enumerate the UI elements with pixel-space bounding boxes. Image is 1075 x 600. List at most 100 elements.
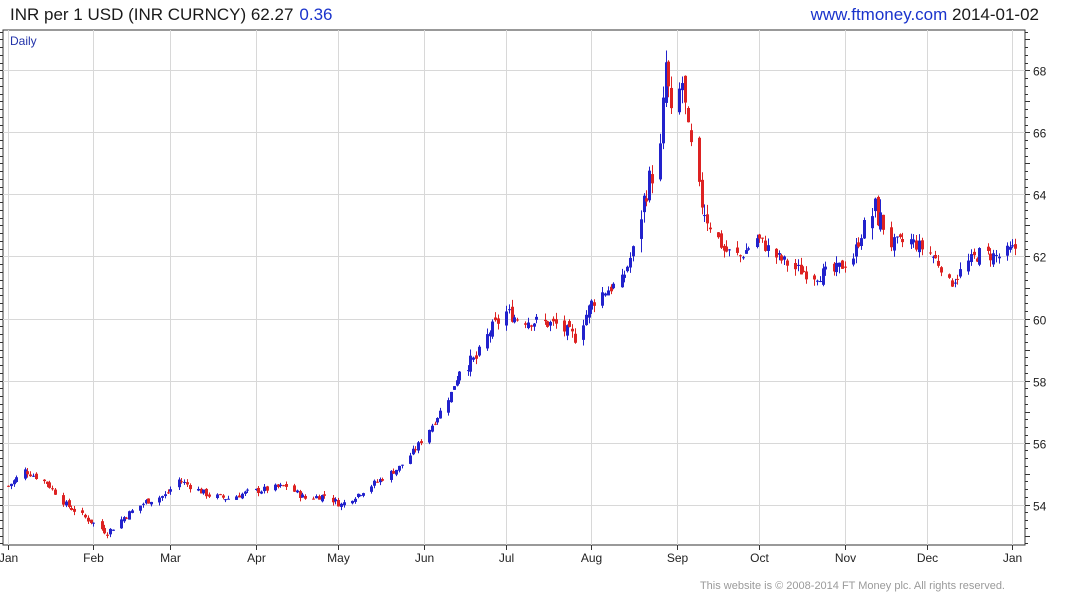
candle-body <box>428 429 431 443</box>
candle-body <box>456 380 459 386</box>
candle-body <box>893 237 896 251</box>
candle-body <box>640 219 643 239</box>
candle-body <box>161 496 164 498</box>
candle-body <box>535 316 538 320</box>
candle-body <box>742 257 745 259</box>
candle-body <box>585 314 588 326</box>
candle-body <box>527 322 530 329</box>
candle-body <box>678 88 681 113</box>
copyright-notice: This website is © 2008-2014 FT Money plc… <box>699 580 1005 592</box>
candle-body <box>516 319 519 321</box>
candle-body <box>544 319 547 322</box>
candle-body <box>684 75 687 103</box>
candle-body <box>412 448 415 455</box>
candle-body <box>670 87 673 109</box>
candle-body <box>662 97 665 144</box>
candle-body <box>241 493 244 499</box>
candle-body <box>81 510 84 513</box>
candle-body <box>665 62 668 103</box>
candle-body <box>216 494 219 499</box>
candle-body <box>246 489 249 491</box>
candle-body <box>125 517 128 519</box>
candle-body <box>357 493 360 498</box>
candle-body <box>84 514 87 518</box>
candle-body <box>51 488 54 490</box>
candle-body <box>728 249 731 251</box>
candle-body <box>123 517 126 522</box>
candle-body <box>987 246 990 251</box>
candle-body <box>219 494 222 496</box>
candle-body <box>359 495 362 497</box>
candle-body <box>414 449 417 451</box>
candle-body <box>648 170 651 201</box>
candle-body <box>632 246 635 257</box>
candle-body <box>786 260 789 266</box>
candle-body <box>995 254 998 256</box>
site-link[interactable]: www.ftmoney.com <box>810 5 948 24</box>
candle-body <box>970 254 973 263</box>
candle-body <box>158 497 161 503</box>
candle-body <box>315 496 318 499</box>
x-tick-label: Oct <box>750 551 769 565</box>
candle-body <box>351 500 354 504</box>
candle-body <box>758 234 761 239</box>
candle-body <box>824 266 827 270</box>
candle-body <box>976 258 979 262</box>
x-tick-label: May <box>327 551 350 565</box>
candle-body <box>255 488 258 490</box>
candle-body <box>720 233 723 248</box>
candle-body <box>896 236 899 238</box>
candle-body <box>593 302 596 306</box>
candle-body <box>973 251 976 256</box>
candle-body <box>621 274 624 288</box>
candle-body <box>524 323 527 325</box>
candle-body <box>921 240 924 250</box>
candle-body <box>120 519 123 529</box>
price-change: 0.36 <box>299 5 333 24</box>
candle-body <box>337 499 340 507</box>
candle-body <box>373 480 376 486</box>
chart-header: INR per 1 USD (INR CURNCY) 62.27 0.36 www… <box>0 0 1075 30</box>
candle-body <box>816 280 819 282</box>
x-tick-label: Jul <box>499 551 514 565</box>
candle-body <box>860 238 863 246</box>
candle-body <box>778 253 781 255</box>
candle-body <box>183 481 186 483</box>
candle-body <box>106 534 109 536</box>
candle-body <box>131 510 134 513</box>
candle-body <box>409 455 412 464</box>
candle-body <box>835 262 838 273</box>
candle-body <box>478 346 481 356</box>
candle-body <box>401 464 404 466</box>
y-tick-label: 68 <box>1033 65 1047 79</box>
candle-body <box>645 198 648 202</box>
candle-body <box>417 442 420 451</box>
candle-body <box>932 256 935 258</box>
candle-body <box>761 237 764 239</box>
candle-body <box>563 320 566 332</box>
candle-body <box>802 270 805 273</box>
candle-body <box>877 196 880 226</box>
plot-frame <box>2 29 1026 546</box>
candle-body <box>736 247 739 253</box>
candle-body <box>147 498 150 504</box>
candle-body <box>395 469 398 475</box>
candle-body <box>1009 246 1012 250</box>
candle-body <box>747 248 750 250</box>
candle-body <box>189 485 192 490</box>
candle-body <box>783 256 786 260</box>
candle-body <box>992 253 995 265</box>
candle-body <box>439 410 442 419</box>
candle-body <box>571 328 574 332</box>
candle-body <box>651 174 654 184</box>
candle-body <box>420 441 423 444</box>
candle-body <box>277 484 280 487</box>
candle-body <box>568 321 571 327</box>
candle-body <box>601 292 604 306</box>
candle-body <box>978 248 981 265</box>
candle-body <box>15 477 18 483</box>
candle-body <box>398 465 401 471</box>
candle-body <box>35 473 38 479</box>
candle-body <box>590 300 593 310</box>
candle-body <box>24 469 27 479</box>
